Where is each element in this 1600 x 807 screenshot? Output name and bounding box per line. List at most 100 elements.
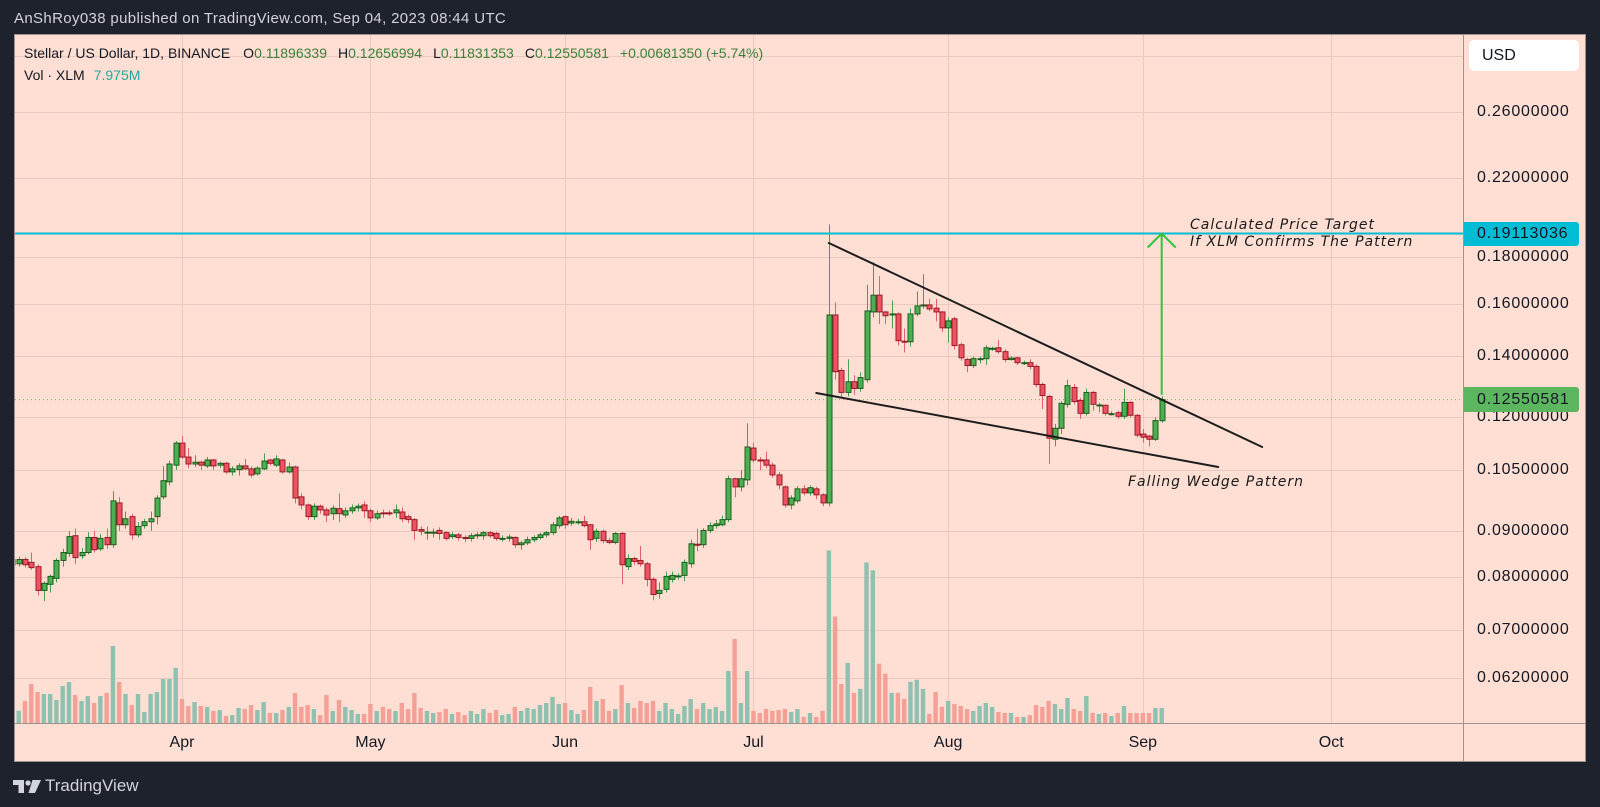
candle-up: [192, 455, 199, 468]
candle-down: [813, 486, 820, 500]
volume-bar: [657, 710, 662, 723]
candle-down: [1127, 401, 1134, 418]
candle-up: [97, 533, 104, 552]
candle-up: [688, 539, 695, 568]
candle-up: [593, 528, 600, 542]
volume-bar: [242, 709, 247, 723]
volume-bar: [380, 706, 386, 723]
volume-bar: [374, 710, 379, 723]
tradingview-logo-icon: [13, 779, 41, 793]
volume-bar: [788, 712, 794, 723]
price-axis-label: 0.09000000: [1477, 521, 1570, 539]
volume-bar: [129, 705, 134, 723]
candle-up: [160, 466, 167, 500]
low-label: L: [433, 45, 441, 61]
candle-up: [700, 528, 707, 548]
target-arrow-icon: [1146, 232, 1177, 395]
volume-bar: [1121, 706, 1127, 723]
candle-down: [964, 357, 971, 373]
volume-bar: [1052, 703, 1058, 723]
target-price-label: 0.19113036: [1464, 221, 1579, 246]
candle-down: [882, 311, 889, 324]
candle-up: [524, 536, 531, 546]
candle-up: [85, 532, 92, 555]
candle-down: [116, 497, 123, 531]
currency-button[interactable]: USD: [1469, 40, 1579, 71]
volume-bar: [864, 562, 869, 723]
volume-bar: [895, 692, 901, 723]
volume-bar: [858, 688, 863, 723]
candle-up: [1021, 360, 1028, 365]
wedge-upper-trendline: [827, 241, 1264, 448]
volume-bar: [927, 713, 932, 723]
candle-down: [958, 342, 965, 361]
candle-down: [436, 527, 443, 540]
volume-bar: [945, 700, 951, 723]
open-label: O: [243, 45, 255, 61]
volume-bar: [1134, 713, 1139, 723]
candle-up: [506, 534, 513, 542]
candle-up: [60, 548, 67, 567]
candle-up: [543, 530, 550, 538]
candle-up: [1064, 379, 1071, 408]
candle-up: [236, 463, 243, 476]
price-axis-label: 0.14000000: [1477, 347, 1570, 365]
volume-bar: [1015, 716, 1020, 723]
candle-up: [374, 510, 381, 521]
volume-bar: [594, 700, 599, 723]
candle-up: [311, 503, 318, 521]
candle-down: [801, 485, 808, 496]
candle-down: [1027, 359, 1034, 370]
candle-up: [135, 522, 142, 538]
volume-bar: [248, 705, 254, 723]
candle-up: [889, 300, 896, 329]
candle-up: [349, 504, 356, 514]
open-value: 0.11896339: [254, 45, 327, 61]
candle-up: [531, 535, 538, 542]
volume-bar: [701, 703, 706, 723]
volume-bar: [330, 710, 335, 723]
time-axis-label-jun: Jun: [552, 734, 578, 751]
volume-bar: [814, 716, 819, 723]
candle-up: [53, 558, 60, 583]
volume-bar: [562, 703, 568, 723]
volume-bar: [983, 703, 989, 723]
volume-bar: [280, 709, 285, 723]
volume-bar: [537, 705, 543, 723]
candle-up: [537, 532, 544, 540]
candle-down: [951, 316, 958, 350]
close-label: C: [524, 45, 535, 61]
legend-volume-row: Vol · XLM 7.975M: [24, 64, 763, 86]
candle-down: [1071, 384, 1078, 405]
volume-bar: [971, 710, 976, 723]
volume-bar: [889, 692, 894, 723]
candle-down: [129, 513, 136, 540]
candle-down: [901, 328, 908, 353]
volume-bar: [694, 709, 700, 723]
candle-up: [977, 356, 984, 364]
volume-bar: [556, 703, 561, 723]
candle-up: [675, 573, 682, 580]
candle-down: [838, 367, 845, 397]
volume-bar: [468, 710, 474, 723]
candle-down: [1002, 349, 1009, 363]
volume-bar: [1102, 713, 1108, 723]
candle-down: [28, 552, 35, 571]
candle-up: [110, 491, 117, 548]
volume-bar: [883, 673, 888, 723]
volume-bar: [60, 686, 65, 723]
candle-down: [443, 530, 450, 541]
volume-bar: [47, 693, 53, 723]
time-axis-label-sep: Sep: [1128, 734, 1158, 751]
candle-down: [606, 537, 613, 545]
candle-up: [920, 274, 927, 309]
volume-bar: [1140, 713, 1146, 723]
price-axis-label: 0.10500000: [1477, 460, 1570, 478]
volume-bar: [1109, 716, 1114, 723]
volume-bar: [399, 703, 404, 723]
volume-bar: [481, 709, 486, 723]
candle-down: [763, 451, 770, 469]
volume-bar: [1115, 713, 1120, 723]
candle-down: [820, 493, 827, 507]
candle-up: [656, 582, 663, 599]
